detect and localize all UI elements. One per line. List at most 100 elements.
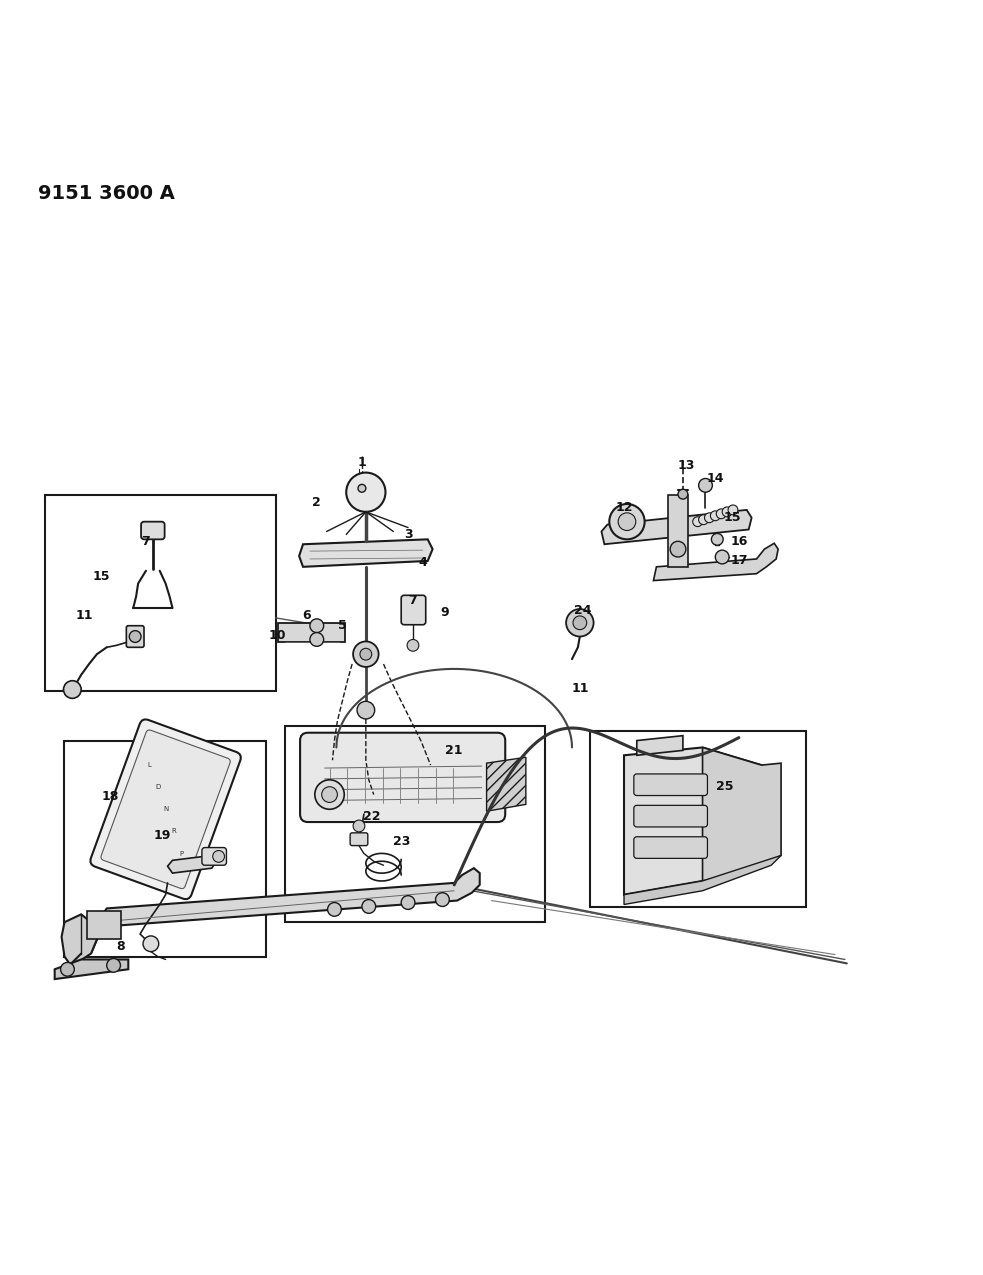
Circle shape [212, 850, 224, 862]
FancyBboxPatch shape [101, 731, 230, 889]
Text: L: L [147, 762, 151, 768]
Circle shape [64, 681, 82, 699]
FancyBboxPatch shape [350, 833, 368, 845]
Text: 15: 15 [723, 511, 741, 524]
Circle shape [711, 511, 721, 520]
Text: P: P [180, 850, 184, 857]
FancyBboxPatch shape [401, 595, 426, 625]
Circle shape [723, 507, 732, 516]
Polygon shape [310, 741, 496, 780]
Bar [590, 731, 806, 908]
Circle shape [693, 516, 703, 527]
Polygon shape [55, 960, 129, 979]
Circle shape [407, 640, 419, 652]
Text: 5: 5 [338, 620, 347, 632]
Text: 8: 8 [116, 940, 125, 954]
Circle shape [346, 473, 385, 511]
Text: 4: 4 [419, 556, 428, 570]
Text: 6: 6 [303, 609, 312, 622]
Circle shape [435, 892, 449, 907]
FancyBboxPatch shape [142, 521, 164, 539]
Text: R: R [171, 829, 176, 834]
Circle shape [310, 618, 323, 632]
Text: 17: 17 [730, 555, 748, 567]
Text: 12: 12 [615, 501, 633, 514]
Polygon shape [602, 510, 752, 544]
Polygon shape [703, 747, 781, 881]
Circle shape [353, 820, 365, 831]
Circle shape [717, 509, 726, 519]
Circle shape [699, 515, 709, 524]
Text: 24: 24 [574, 603, 592, 617]
Bar [65, 741, 265, 956]
Text: 7: 7 [409, 594, 418, 607]
Circle shape [716, 550, 729, 564]
Circle shape [699, 478, 713, 492]
Circle shape [678, 490, 688, 499]
Text: 7: 7 [142, 534, 150, 548]
Circle shape [609, 504, 645, 539]
Text: 23: 23 [392, 835, 410, 848]
FancyBboxPatch shape [90, 719, 241, 899]
FancyBboxPatch shape [634, 774, 708, 796]
Circle shape [144, 936, 158, 951]
Polygon shape [654, 543, 779, 580]
Circle shape [573, 616, 587, 630]
FancyBboxPatch shape [634, 836, 708, 858]
Text: 2: 2 [313, 496, 321, 509]
Bar [278, 622, 345, 643]
Text: 9: 9 [440, 607, 448, 620]
Polygon shape [299, 539, 433, 567]
Bar [87, 912, 122, 938]
FancyBboxPatch shape [300, 733, 505, 822]
Text: 22: 22 [363, 810, 380, 822]
Text: 11: 11 [571, 682, 589, 695]
Circle shape [315, 780, 344, 810]
Bar [285, 725, 546, 922]
Circle shape [358, 484, 366, 492]
Text: 25: 25 [717, 780, 734, 793]
Polygon shape [167, 856, 216, 873]
Circle shape [566, 609, 594, 636]
Circle shape [61, 963, 75, 977]
Text: 3: 3 [404, 528, 413, 541]
Polygon shape [91, 868, 480, 954]
Text: 21: 21 [445, 743, 463, 757]
Text: 18: 18 [102, 790, 119, 803]
Circle shape [107, 959, 121, 973]
Text: 13: 13 [677, 459, 695, 472]
Text: 9151 3600 A: 9151 3600 A [38, 184, 175, 203]
Polygon shape [668, 495, 688, 567]
Text: D: D [155, 784, 160, 790]
Circle shape [353, 641, 378, 667]
Polygon shape [624, 747, 762, 895]
Circle shape [401, 895, 415, 909]
Circle shape [670, 542, 686, 557]
Circle shape [705, 513, 715, 523]
Circle shape [327, 903, 341, 917]
Text: 14: 14 [707, 472, 724, 484]
Text: 1: 1 [358, 456, 367, 469]
Text: N: N [163, 806, 168, 812]
Circle shape [362, 900, 376, 913]
FancyBboxPatch shape [634, 806, 708, 827]
Circle shape [618, 513, 636, 530]
Circle shape [728, 505, 738, 515]
Polygon shape [624, 856, 781, 904]
Circle shape [321, 787, 337, 802]
Circle shape [360, 648, 372, 660]
Circle shape [130, 631, 142, 643]
Circle shape [357, 701, 375, 719]
FancyBboxPatch shape [202, 848, 226, 866]
Polygon shape [637, 736, 683, 755]
Polygon shape [62, 914, 101, 966]
Text: 10: 10 [268, 629, 286, 643]
Text: 16: 16 [730, 534, 747, 548]
Polygon shape [487, 757, 526, 811]
Text: 15: 15 [92, 570, 109, 583]
Bar [45, 495, 275, 691]
Circle shape [310, 632, 323, 646]
Text: 19: 19 [154, 829, 171, 843]
Text: 11: 11 [76, 609, 92, 622]
Circle shape [712, 533, 723, 546]
